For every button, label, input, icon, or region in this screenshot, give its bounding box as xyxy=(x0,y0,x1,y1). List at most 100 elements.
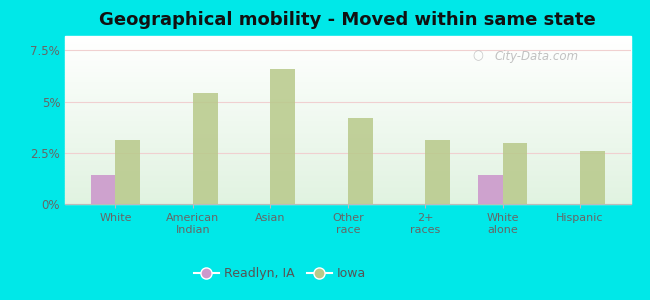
Bar xyxy=(65,93,630,95)
Bar xyxy=(65,55,630,56)
Bar xyxy=(65,154,630,155)
Bar xyxy=(580,151,604,204)
Bar xyxy=(91,175,116,204)
Bar xyxy=(65,197,630,199)
Bar xyxy=(65,90,630,92)
Bar xyxy=(65,88,630,90)
Bar xyxy=(65,185,630,187)
Bar xyxy=(65,70,630,71)
Bar xyxy=(65,80,630,81)
Text: ○: ○ xyxy=(472,50,483,63)
Bar xyxy=(65,113,630,115)
Bar xyxy=(65,192,630,194)
Bar xyxy=(65,43,630,44)
Bar xyxy=(65,170,630,172)
Title: Geographical mobility - Moved within same state: Geographical mobility - Moved within sam… xyxy=(99,11,596,29)
Bar xyxy=(65,164,630,165)
Bar xyxy=(65,75,630,76)
Bar xyxy=(193,93,218,204)
Bar xyxy=(65,150,630,152)
Bar xyxy=(65,160,630,162)
Bar xyxy=(65,139,630,140)
Bar xyxy=(65,71,630,73)
Bar xyxy=(65,64,630,66)
Legend: Readlyn, IA, Iowa: Readlyn, IA, Iowa xyxy=(188,262,371,285)
Bar xyxy=(65,73,630,75)
Bar xyxy=(65,58,630,59)
Bar xyxy=(65,85,630,86)
Bar xyxy=(425,140,450,204)
Bar xyxy=(270,69,295,204)
Bar xyxy=(65,61,630,63)
Bar xyxy=(65,184,630,185)
Bar xyxy=(65,159,630,160)
Bar xyxy=(65,103,630,105)
Bar xyxy=(65,100,630,101)
Bar xyxy=(348,118,372,204)
Bar xyxy=(65,172,630,174)
Bar xyxy=(65,134,630,135)
Bar xyxy=(65,123,630,125)
Bar xyxy=(65,142,630,143)
Bar xyxy=(65,120,630,122)
Bar xyxy=(65,199,630,201)
Bar xyxy=(65,76,630,78)
Bar xyxy=(65,157,630,159)
Bar xyxy=(65,105,630,106)
Bar xyxy=(65,147,630,148)
Bar xyxy=(65,53,630,55)
Bar xyxy=(65,201,630,202)
Bar xyxy=(65,130,630,132)
Bar xyxy=(65,167,630,169)
Bar xyxy=(65,95,630,97)
Bar xyxy=(65,128,630,130)
Bar xyxy=(65,68,630,70)
Bar xyxy=(65,174,630,176)
Bar xyxy=(65,46,630,48)
Bar xyxy=(65,101,630,103)
Bar xyxy=(65,125,630,127)
Bar xyxy=(65,92,630,93)
Bar xyxy=(65,135,630,137)
Bar xyxy=(65,137,630,139)
Bar xyxy=(65,39,630,41)
Bar xyxy=(65,36,630,38)
Bar xyxy=(65,181,630,182)
Bar xyxy=(65,66,630,68)
Bar xyxy=(65,140,630,142)
Bar xyxy=(502,142,527,204)
Bar xyxy=(65,86,630,88)
Bar xyxy=(65,148,630,150)
Bar xyxy=(65,48,630,50)
Bar xyxy=(65,169,630,170)
Bar xyxy=(65,143,630,145)
Bar xyxy=(65,190,630,192)
Bar xyxy=(65,196,630,197)
Bar xyxy=(65,81,630,83)
Bar xyxy=(65,51,630,53)
Bar xyxy=(65,127,630,128)
Bar xyxy=(65,59,630,61)
Bar xyxy=(65,132,630,134)
Bar xyxy=(65,152,630,154)
Bar xyxy=(65,38,630,39)
Bar xyxy=(65,56,630,58)
Bar xyxy=(116,140,140,204)
Bar xyxy=(65,165,630,167)
Bar xyxy=(65,50,630,51)
Bar xyxy=(65,106,630,108)
Bar xyxy=(65,187,630,189)
Bar xyxy=(65,44,630,46)
Bar xyxy=(65,145,630,147)
Bar xyxy=(478,175,502,204)
Bar xyxy=(65,117,630,118)
Bar xyxy=(65,83,630,85)
Bar xyxy=(65,182,630,184)
Text: City-Data.com: City-Data.com xyxy=(495,50,579,63)
Bar xyxy=(65,122,630,123)
Bar xyxy=(65,112,630,113)
Bar xyxy=(65,194,630,196)
Bar xyxy=(65,162,630,164)
Bar xyxy=(65,179,630,181)
Bar xyxy=(65,97,630,98)
